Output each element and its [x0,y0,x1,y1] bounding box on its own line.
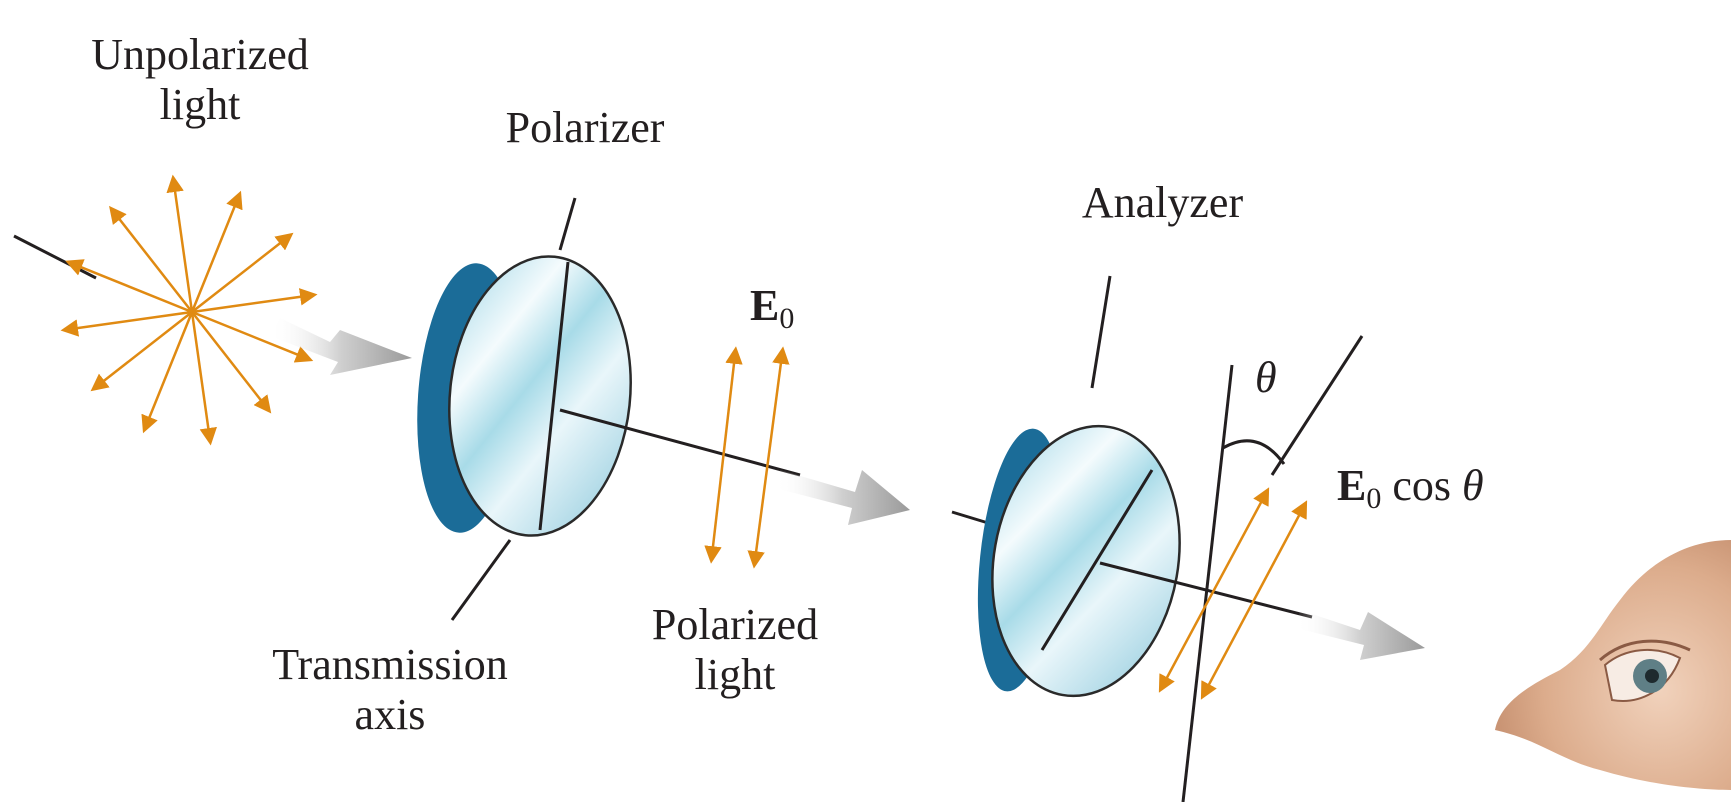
star-ray-7 [141,311,194,434]
transmission-axis-label-line1: Transmission [272,640,508,689]
transmitted-double-arrow-2 [1200,500,1308,700]
analyzer-axis-line-inner [1040,469,1154,651]
e0cos-symbol: E [1337,461,1367,510]
transmission-axis-leader [450,539,512,621]
polarized-light-label: Polarized light [615,600,855,700]
star-ray-5 [191,311,272,414]
e0cos-function: cos [1392,461,1452,510]
polarizer-label: Polarizer [505,103,665,152]
polarized-light-label-line2: light [694,650,776,699]
polarized-double-arrow-2 [747,346,790,569]
beam-arrow-1 [270,318,412,375]
e0cos-theta: θ [1462,461,1484,510]
observer-eye-icon [1495,540,1731,790]
e0-symbol: E [750,281,780,330]
transmission-axis-label: Transmission axis [225,640,555,740]
star-ray-1 [190,190,243,313]
analyzer-disc [977,424,1181,698]
analyzer-transmission-line [1270,335,1364,476]
polarized-light-label-line1: Polarized [651,600,819,649]
star-ray-4 [191,310,314,363]
polarizer-axis-line-inner [538,261,570,531]
unpolarized-light-label-line2: light [159,80,241,129]
star-ray-3 [191,288,318,314]
theta-label: θ [1255,353,1277,402]
beam-arrow-2 [775,470,910,525]
star-ray-10 [65,259,193,314]
star-ray-6 [190,311,217,446]
e0-subscript: 0 [779,302,795,335]
transmission-axis-label-line2: axis [354,690,426,739]
analyzer-axis-line-top [1090,275,1112,389]
theta-angle-arc [1222,439,1286,465]
unpolarized-light-label: Unpolarized light [70,30,330,130]
e0-label: E0 [750,280,794,336]
star-ray-9 [60,310,193,337]
polarized-double-arrow-1 [704,346,743,564]
e0-cos-theta-label: E0 cos θ [1337,460,1484,516]
incoming-axis-line [13,234,97,280]
star-ray-8 [90,311,193,392]
beam-arrow-3 [1296,610,1425,660]
unpolarized-light-label-line1: Unpolarized [91,30,309,79]
analyzer-label: Analyzer [1081,178,1244,227]
unpolarized-light-star-icon [60,174,318,446]
star-ray-2 [191,232,294,313]
star-ray-11 [109,205,193,313]
vertical-reference-line [1181,364,1234,802]
polarizer-axis-line [558,197,577,251]
star-ray-0 [166,174,194,313]
polarizer-disc [417,255,632,537]
e0cos-subscript: 0 [1366,482,1382,515]
